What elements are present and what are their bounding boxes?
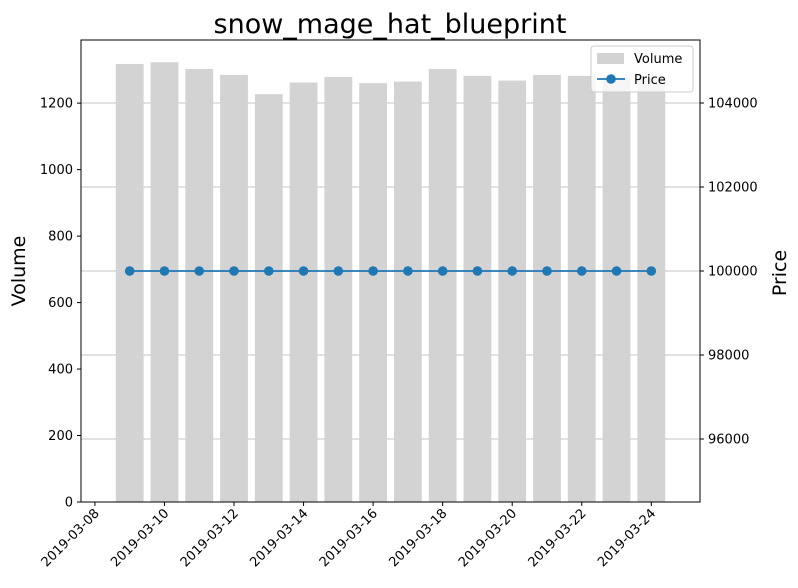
volume-bar (359, 83, 388, 503)
volume-bar (254, 94, 283, 503)
volume-bar (185, 68, 214, 502)
price-marker (194, 266, 205, 276)
right-tick-label: 98000 (708, 349, 749, 364)
volume-bar (324, 76, 353, 502)
price-marker (507, 266, 518, 276)
left-tick-label: 200 (48, 429, 73, 444)
price-marker (263, 266, 274, 276)
left-tick-label: 600 (48, 296, 73, 311)
left-axis-label: Volume (8, 236, 30, 307)
volume-bar (393, 81, 422, 503)
right-y-axis: 96000 98000 100000 102000 104000 (700, 97, 758, 448)
price-marker (229, 266, 239, 276)
price-line-series (124, 266, 657, 276)
volume-bars (115, 62, 666, 503)
price-marker (159, 266, 170, 276)
left-tick-label: 1000 (40, 163, 73, 178)
volume-bar (428, 68, 457, 502)
price-marker (576, 266, 587, 276)
right-axis-label: Price (769, 250, 791, 296)
volume-bar (463, 75, 492, 503)
price-marker (437, 266, 448, 276)
price-marker (611, 266, 622, 276)
price-marker (542, 266, 552, 276)
volume-bar (602, 77, 631, 502)
price-marker (472, 266, 483, 276)
volume-bar (150, 62, 179, 502)
price-marker (333, 266, 344, 276)
price-marker (124, 266, 135, 276)
right-tick-label: 100000 (708, 265, 758, 280)
price-marker (368, 266, 378, 276)
price-marker (646, 266, 657, 276)
legend-price-label: Price (634, 73, 666, 88)
left-y-axis: 0 200 400 600 800 1000 1200 (40, 97, 81, 511)
right-tick-label: 102000 (708, 181, 758, 196)
legend-volume-label: Volume (634, 52, 682, 67)
volume-bar (115, 63, 144, 502)
price-marker (403, 266, 413, 276)
volume-bar (289, 82, 318, 502)
chart-title: snow_mage_hat_blueprint (214, 9, 567, 40)
left-tick-label: 400 (48, 363, 73, 378)
volume-bar (533, 74, 561, 502)
legend-volume-swatch (597, 53, 624, 64)
volume-bar (637, 76, 666, 502)
left-tick-label: 800 (48, 230, 73, 245)
left-tick-label: 0 (65, 496, 73, 511)
legend-price-marker (606, 74, 616, 84)
left-tick-label: 1200 (40, 97, 73, 112)
volume-bar (498, 80, 527, 503)
volume-bar (567, 75, 596, 503)
price-marker (298, 266, 309, 276)
volume-bar (220, 74, 248, 502)
right-tick-label: 104000 (708, 97, 758, 112)
right-tick-label: 96000 (708, 433, 749, 448)
legend: Volume Price (590, 45, 694, 93)
